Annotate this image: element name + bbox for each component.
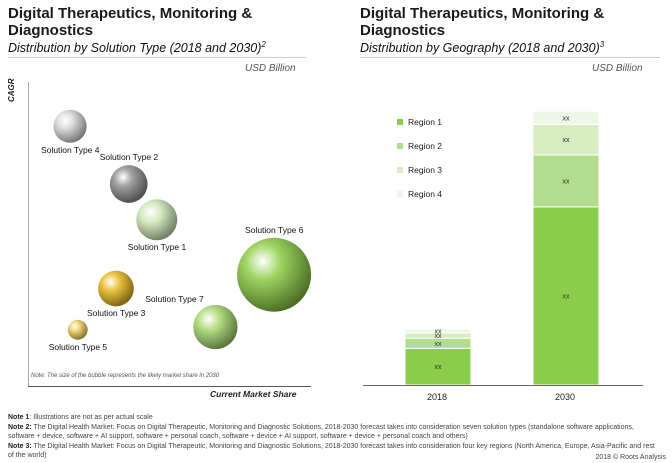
bar-segment-2030-region-2 (532, 154, 600, 208)
notes-block: Note 1: Illustrations are not as per act… (8, 413, 658, 461)
legend-label-region-2: Region 2 (408, 141, 443, 151)
right-panel-subtitle: Distribution by Geography (2018 and 2030… (360, 40, 604, 55)
right-subtitle-text: Distribution by Geography (2018 and 2030… (360, 41, 600, 56)
bubble-solution-type-3 (98, 270, 134, 307)
bubble-solution-type-4 (53, 109, 87, 143)
bubble-solution-type-5 (67, 319, 88, 340)
bubble-label-solution-type-7: Solution Type 7 (145, 293, 204, 304)
footer-copyright: 2018 © Roots Analysis (595, 454, 666, 461)
legend-label-region-4: Region 4 (408, 189, 443, 199)
category-label-2018: 2018 (427, 392, 448, 402)
legend-label-region-1: Region 1 (408, 117, 443, 127)
right-subtitle-sup: 3 (599, 40, 605, 49)
bar-label-2030-region-1: xx (563, 293, 571, 300)
right-unit-label: USD Billion (592, 63, 643, 74)
bar-label-2018-region-2: xx (435, 341, 443, 348)
note-3: Note 3: The Digital Health Market: Focus… (8, 442, 655, 460)
note-2: Note 2: The Digital Health Market: Focus… (8, 423, 634, 441)
bar-label-2030-region-3: xx (563, 137, 571, 144)
bubble-label-solution-type-1: Solution Type 1 (127, 242, 187, 253)
legend-region-2: Region 2 (397, 141, 442, 151)
bubble-chart: Solution Type 1 Solution Type 2 Solution T… (28, 82, 311, 387)
bubble-label-solution-type-3: Solution Type 3 (86, 308, 146, 319)
legend-swatch-region-3 (397, 167, 403, 173)
bar-segment-2030-region-3 (532, 123, 600, 156)
right-panel-title: Digital Therapeutics, Monitoring & Diagn… (360, 5, 605, 39)
x-axis-label-current-market-share: Current Market Share (210, 389, 297, 399)
bubble-solution-type-7 (193, 304, 238, 350)
bubble-chart-svg (28, 82, 311, 387)
bubble-label-solution-type-2: Solution Type 2 (99, 152, 159, 163)
left-subtitle-sup: 2 (261, 40, 266, 49)
y-axis-label-cagr: CAGR (7, 78, 16, 102)
bar-label-2018-region-4: xx (435, 329, 443, 336)
legend-label-region-3: Region 3 (408, 165, 443, 175)
legend-swatch-region-4 (397, 191, 403, 197)
bubble-solution-type-2 (109, 165, 148, 203)
bubble-label-solution-type-5: Solution Type 5 (48, 341, 108, 352)
bar-label-2030-region-4: xx (563, 115, 571, 122)
bubble-size-note: Note: The size of the bubble represents … (31, 373, 220, 379)
bar-segment-2018-region-1 (404, 347, 472, 386)
legend-region-1: Region 1 (397, 117, 442, 127)
bar-label-2030-region-2: xx (563, 178, 571, 185)
bar-segment-2018-region-4 (404, 328, 472, 334)
left-unit-label: USD Billion (245, 63, 296, 74)
category-label-2030: 2030 (555, 392, 576, 402)
bar-label-2018-region-1: xx (435, 364, 443, 371)
bubble-label-solution-type-6: Solution Type 6 (245, 224, 304, 235)
left-subtitle-text: Distribution by Solution Type (2018 and … (8, 41, 262, 56)
left-title-rule (8, 57, 306, 58)
legend-region-4: Region 4 (397, 189, 442, 199)
left-panel-title: Digital Therapeutics, Monitoring & Diagn… (8, 5, 253, 39)
bubble-label-solution-type-4: Solution Type 4 (41, 144, 100, 155)
bubble-solution-type-1 (136, 199, 178, 241)
legend-region-3: Region 3 (397, 165, 442, 175)
note-1: Note 1: Illustrations are not as per act… (8, 414, 153, 421)
legend-swatch-region-2 (397, 143, 403, 149)
bar-segment-2030-region-4 (532, 110, 600, 125)
right-title-rule (360, 57, 660, 58)
legend-swatch-region-1 (397, 119, 403, 125)
bubble-solution-type-6 (237, 237, 311, 312)
bar-label-2018-region-3: xx (435, 333, 443, 340)
left-panel-subtitle: Distribution by Solution Type (2018 and … (8, 40, 266, 55)
